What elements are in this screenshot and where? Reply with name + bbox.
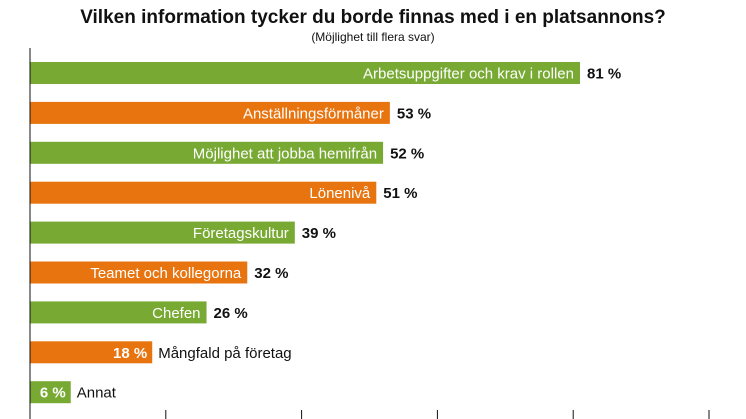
bar	[30, 261, 248, 284]
bar-group: 18 % Mångfald på företag	[30, 341, 292, 364]
bar-group: Chefen 26 %	[30, 301, 248, 324]
bar-value-label: 6 %	[40, 385, 66, 402]
bar-value-label: 26 %	[214, 305, 248, 322]
bar	[30, 301, 207, 324]
bar-category-label: Lönenivå	[309, 185, 371, 202]
bar	[30, 62, 580, 84]
bar-category-label: Anställningsförmåner	[243, 105, 384, 122]
bar-category-label: Möjlighet att jobba hemifrån	[193, 145, 377, 162]
bar-value-label: 81 %	[587, 66, 621, 83]
bar-group: Möjlighet att jobba hemifrån 52 %	[30, 141, 424, 164]
bar-group: Anställningsförmåner 53 %	[30, 101, 431, 124]
bar-category-label: Teamet och kollegorna	[90, 265, 242, 282]
bar	[30, 181, 377, 204]
bar-group: Teamet och kollegorna 32 %	[30, 261, 288, 284]
bar	[30, 341, 153, 364]
bar	[30, 141, 384, 164]
bar-value-label: 52 %	[390, 145, 424, 162]
bar-category-label: Arbetsuppgifter och krav i rollen	[363, 66, 574, 83]
bar-group: Arbetsuppgifter och krav i rollen 81 %	[30, 62, 621, 84]
bar-value-label: 51 %	[383, 185, 417, 202]
chart-subtitle: (Möjlighet till flera svar)	[311, 30, 434, 44]
bar-value-label: 18 %	[113, 345, 147, 362]
bar-value-label: 53 %	[397, 105, 431, 122]
bar	[30, 381, 71, 404]
bar	[30, 101, 390, 124]
bar-group: Företagskultur 39 %	[30, 221, 336, 244]
bar-group: Lönenivå 51 %	[30, 181, 417, 204]
bar	[30, 221, 295, 244]
bar-category-label: Chefen	[152, 305, 200, 322]
bar-value-label: 39 %	[302, 225, 336, 242]
bar-value-label: 32 %	[254, 265, 288, 282]
bar-group: 6 % Annat	[30, 381, 117, 404]
chart-title: Vilken information tycker du borde finna…	[80, 7, 666, 28]
bar-category-label: Företagskultur	[193, 225, 289, 242]
bar-category-label: Annat	[77, 385, 117, 402]
bar-category-label: Mångfald på företag	[158, 345, 291, 362]
